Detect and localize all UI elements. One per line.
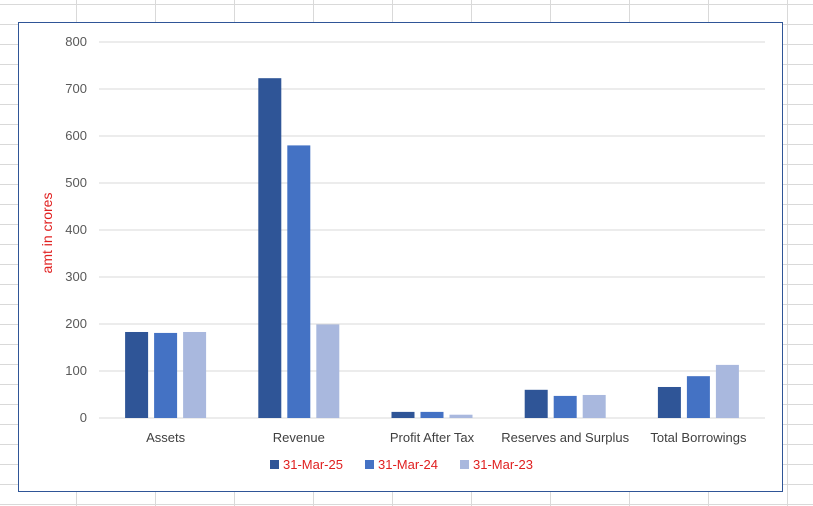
bar-31-mar-23-total-borrowings — [715, 364, 739, 418]
y-tick-label: 600 — [65, 128, 87, 143]
y-axis-ticks: 0 100 200 300 400 500 600 700 800 — [65, 34, 87, 425]
gridlines — [99, 41, 765, 419]
bar-31-mar-25-total-borrowings — [657, 386, 681, 418]
legend-swatch — [365, 460, 374, 469]
bar-31-mar-23-profit-after-tax — [449, 414, 473, 418]
legend-swatch — [270, 460, 279, 469]
y-tick-label: 700 — [65, 81, 87, 96]
x-category-label: Revenue — [273, 430, 325, 445]
x-category-label: Assets — [146, 430, 186, 445]
legend: 31-Mar-25 31-Mar-24 31-Mar-23 — [270, 457, 533, 472]
bars — [125, 78, 739, 418]
bar-31-mar-25-revenue — [258, 78, 282, 418]
bar-31-mar-24-reserves-and-surplus — [553, 395, 577, 418]
bar-chart: 0 100 200 300 400 500 600 700 800 Assets Revenue P… — [39, 34, 765, 472]
legend-swatch — [460, 460, 469, 469]
legend-label: 31-Mar-23 — [473, 457, 533, 472]
chart-frame: 0 100 200 300 400 500 600 700 800 Assets Revenue P… — [18, 22, 783, 492]
bar-31-mar-25-assets — [125, 331, 149, 418]
y-tick-label: 200 — [65, 316, 87, 331]
bar-31-mar-24-revenue — [287, 145, 311, 418]
x-axis-categories: Assets Revenue Profit After Tax Reserves an… — [146, 430, 747, 445]
y-tick-label: 0 — [80, 410, 87, 425]
y-axis-label: amt in crores — [39, 193, 55, 274]
y-tick-label: 800 — [65, 34, 87, 49]
y-tick-label: 500 — [65, 175, 87, 190]
bar-31-mar-24-profit-after-tax — [420, 411, 444, 418]
legend-label: 31-Mar-25 — [283, 457, 343, 472]
bar-31-mar-24-total-borrowings — [686, 376, 710, 418]
x-category-label: Total Borrowings — [650, 430, 747, 445]
bar-31-mar-25-reserves-and-surplus — [524, 389, 548, 418]
bar-31-mar-23-reserves-and-surplus — [582, 394, 606, 418]
bar-31-mar-25-profit-after-tax — [391, 411, 415, 418]
y-tick-label: 400 — [65, 222, 87, 237]
legend-label: 31-Mar-24 — [378, 457, 438, 472]
y-tick-label: 300 — [65, 269, 87, 284]
bar-31-mar-23-assets — [183, 331, 207, 418]
bar-31-mar-23-revenue — [316, 324, 340, 418]
y-tick-label: 100 — [65, 363, 87, 378]
x-category-label: Profit After Tax — [390, 430, 475, 445]
x-category-label: Reserves and Surplus — [501, 430, 629, 445]
bar-31-mar-24-assets — [154, 332, 178, 418]
